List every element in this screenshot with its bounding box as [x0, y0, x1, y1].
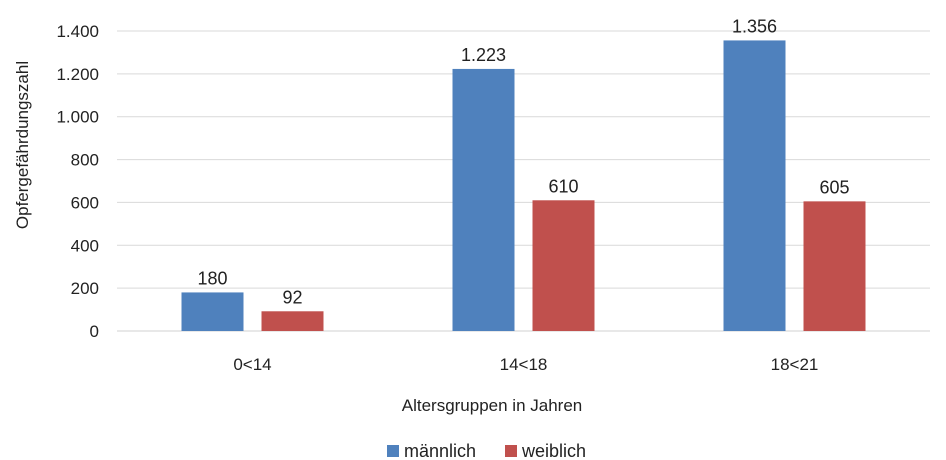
- y-axis-ticks: 0 200 400 600 800 1.000 1.200 1.400: [56, 22, 99, 341]
- bar-female: [261, 311, 324, 331]
- y-tick-label: 800: [71, 151, 99, 170]
- bar-female: [803, 201, 866, 331]
- bar-female: [532, 200, 595, 331]
- bar-male: [181, 292, 244, 331]
- legend-label: weiblich: [521, 441, 586, 460]
- bars: [181, 40, 866, 332]
- bar-male: [452, 68, 515, 331]
- y-tick-label: 1.400: [56, 22, 99, 41]
- y-tick-label: 1.000: [56, 108, 99, 127]
- gridlines: [117, 30, 930, 332]
- y-tick-label: 200: [71, 279, 99, 298]
- x-tick-label: 14<18: [500, 355, 548, 374]
- legend: männlich weiblich: [387, 441, 586, 460]
- data-label: 92: [282, 287, 302, 307]
- y-tick-label: 1.200: [56, 65, 99, 84]
- y-tick-label: 400: [71, 236, 99, 255]
- y-tick-label: 600: [71, 193, 99, 212]
- data-labels: 180 92 1.223 610 1.356 605: [197, 16, 849, 307]
- data-label: 605: [819, 177, 849, 197]
- legend-swatch: [505, 445, 517, 457]
- x-axis-title: Altersgruppen in Jahren: [402, 396, 583, 415]
- data-label: 610: [548, 176, 578, 196]
- bar-male: [723, 40, 786, 332]
- data-label: 1.356: [732, 16, 777, 36]
- x-tick-label: 18<21: [771, 355, 819, 374]
- x-tick-label: 0<14: [233, 355, 271, 374]
- x-axis-ticks: 0<14 14<18 18<21: [233, 355, 818, 374]
- y-axis-title: Opfergefährdungszahl: [13, 61, 32, 229]
- legend-swatch: [387, 445, 399, 457]
- data-label: 180: [197, 268, 227, 288]
- data-label: 1.223: [461, 45, 506, 65]
- y-tick-label: 0: [90, 322, 99, 341]
- legend-label: männlich: [404, 441, 476, 460]
